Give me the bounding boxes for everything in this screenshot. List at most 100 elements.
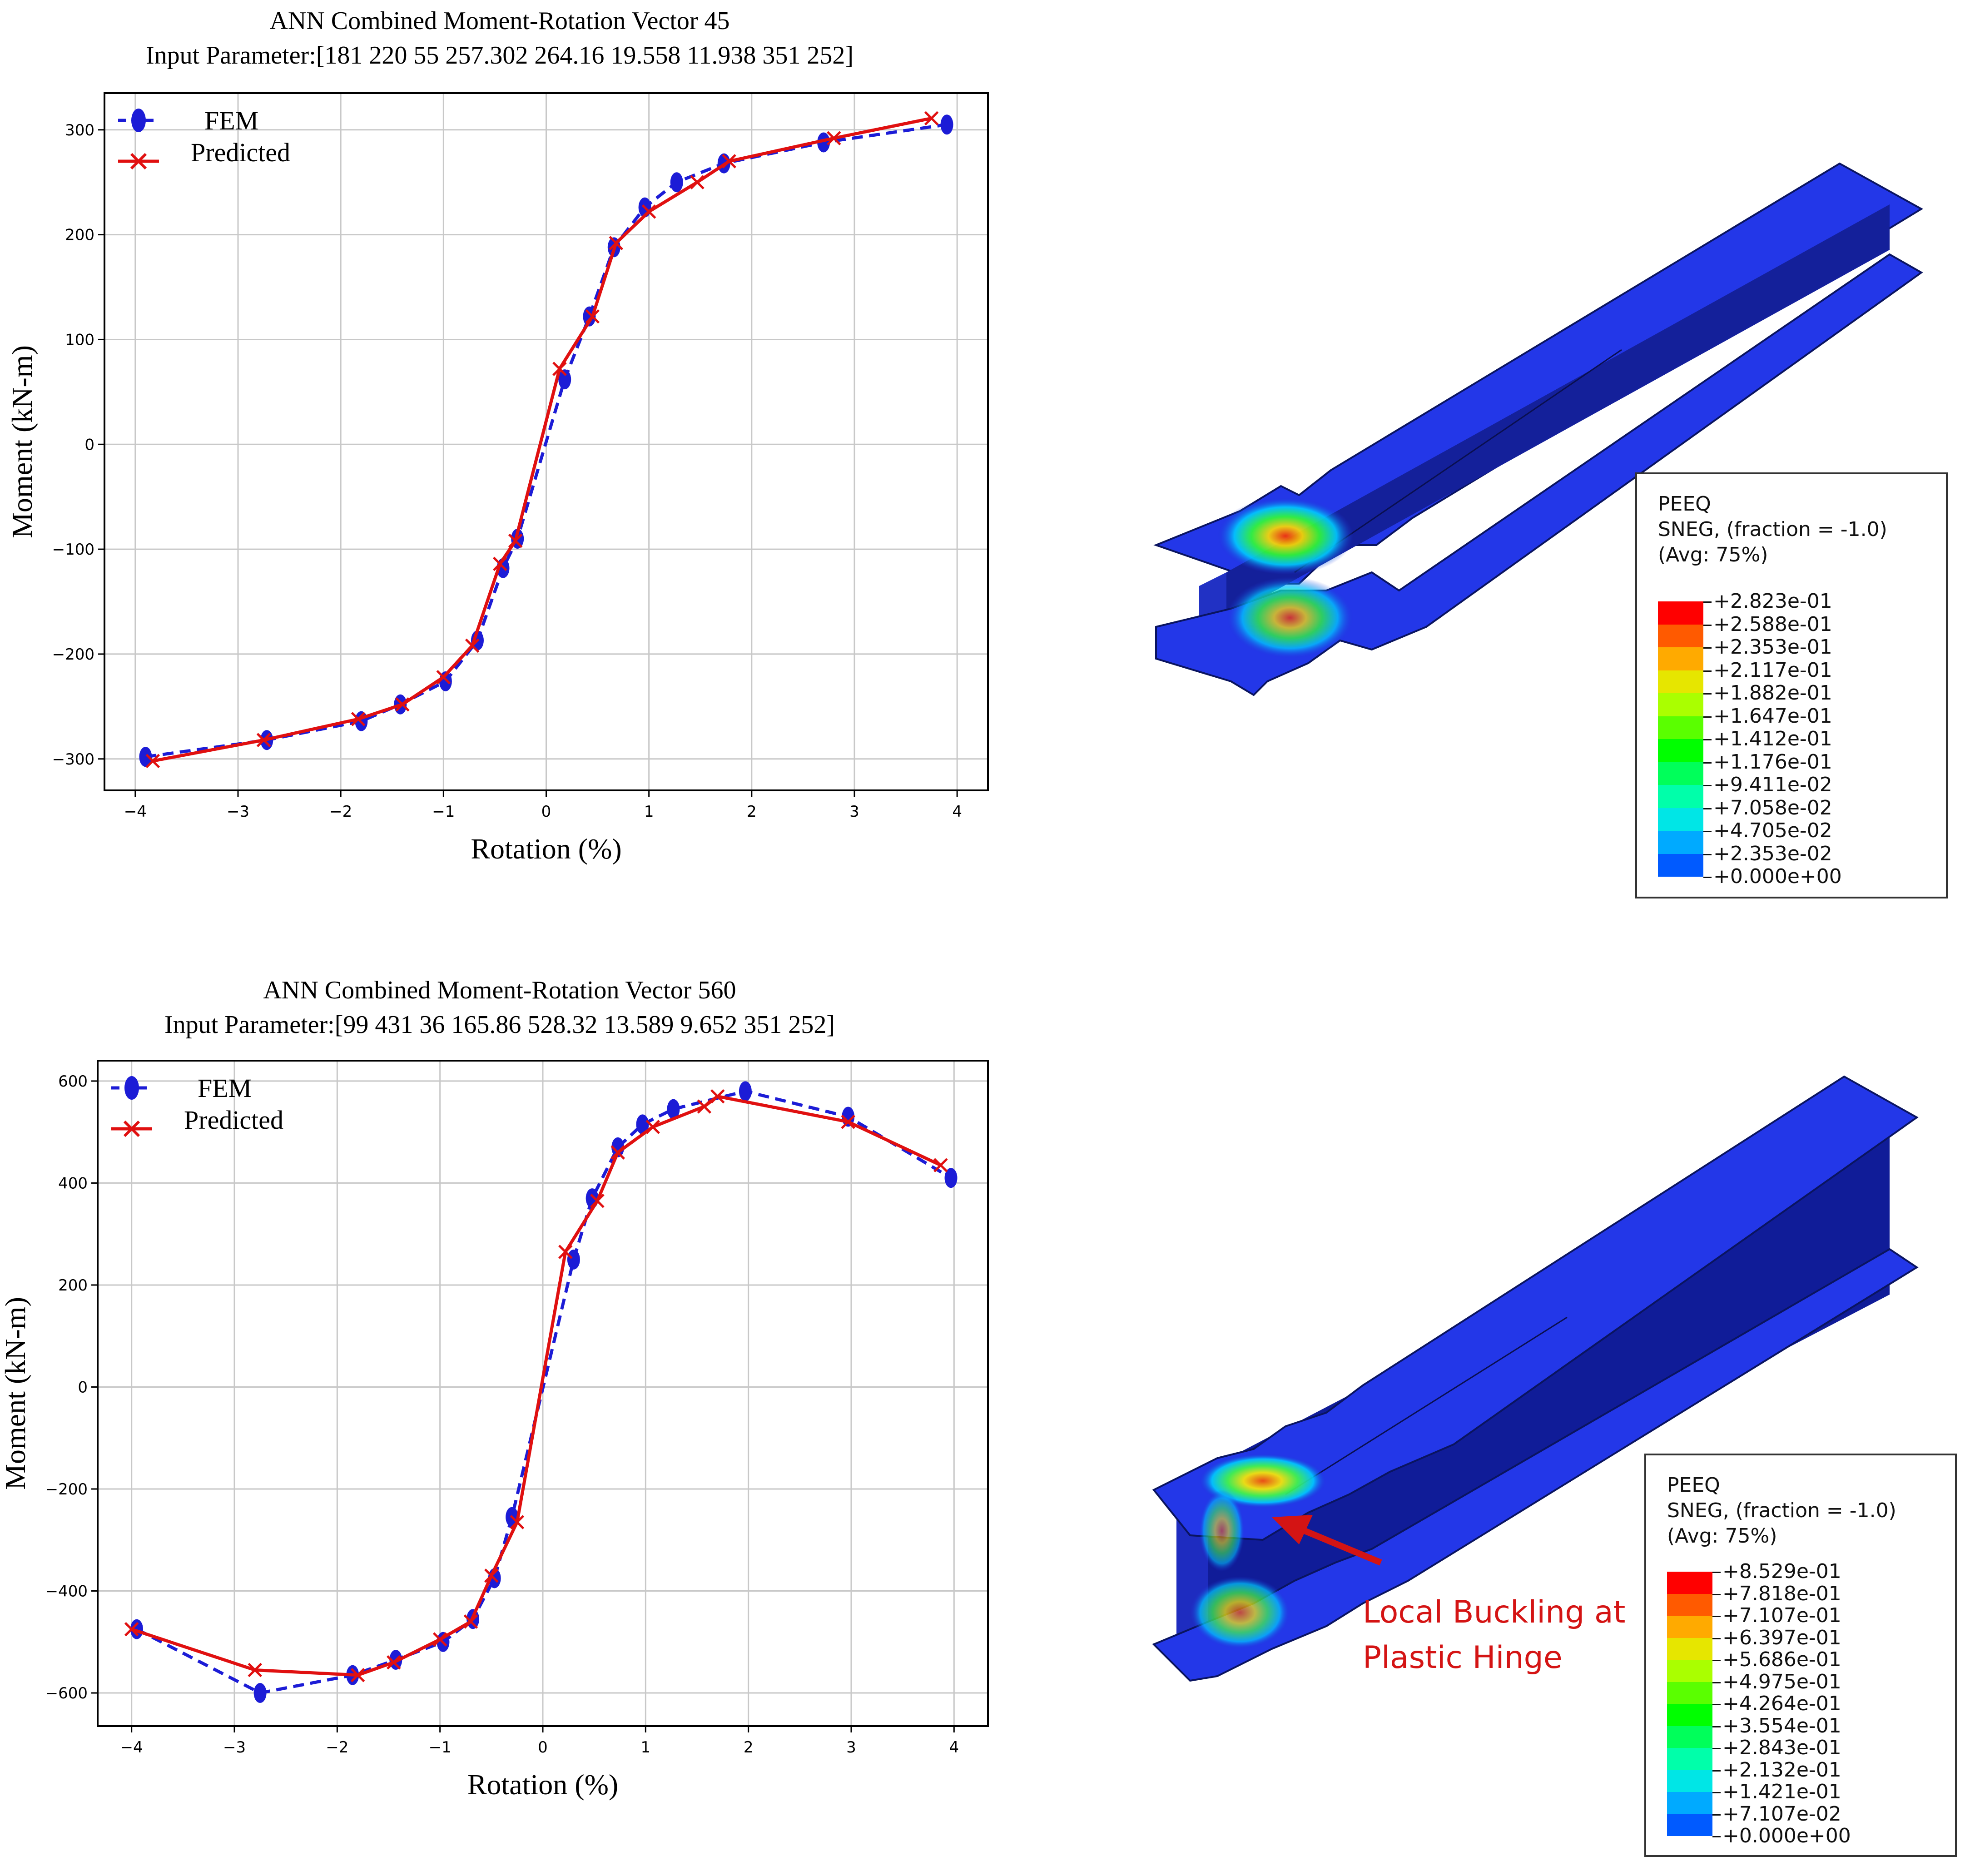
predicted-point xyxy=(350,1668,365,1682)
contour-legend-level: +0.000e+00 xyxy=(1713,865,1842,888)
chart-panel-2: ANN Combined Moment-Rotation Vector 560 … xyxy=(0,954,999,1862)
predicted-point xyxy=(124,1622,139,1637)
contour-legend-level: +4.705e-02 xyxy=(1713,819,1832,842)
contour-legend-level: +7.107e-01 xyxy=(1722,1604,1841,1627)
contour-legend-tick xyxy=(1703,877,1712,878)
predicted-point xyxy=(492,556,507,571)
contour-legend-swatch xyxy=(1658,693,1703,716)
chart-subtitle: Input Parameter:[99 431 36 165.86 528.32… xyxy=(164,1011,835,1039)
series-line-fem xyxy=(136,1089,952,1695)
fem-point xyxy=(139,747,152,767)
contour-legend-tick xyxy=(1703,716,1712,718)
contour-legend-swatch xyxy=(1667,1814,1712,1836)
contour-legend-header: SNEG, (fraction = -1.0) xyxy=(1658,518,1887,541)
predicted-point-stroke xyxy=(590,1193,605,1208)
fem-point xyxy=(558,369,571,390)
chart-title: ANN Combined Moment-Rotation Vector 560 xyxy=(263,976,736,1004)
y-axis-label: Moment (kN-m) xyxy=(6,345,38,538)
contour-legend-header: SNEG, (fraction = -1.0) xyxy=(1667,1499,1896,1522)
predicted-point xyxy=(508,533,523,548)
predicted-point xyxy=(641,204,656,219)
contour-legend-swatch xyxy=(1667,1572,1712,1594)
predicted-point-stroke xyxy=(697,1099,712,1114)
predicted-point-stroke xyxy=(585,309,600,324)
predicted-point-stroke xyxy=(558,1245,573,1259)
contour-legend-level: +1.176e-01 xyxy=(1713,750,1832,774)
contour-legend-header: PEEQ xyxy=(1658,492,1711,516)
contour-legend-tick xyxy=(1703,670,1712,672)
y-tick-label: −400 xyxy=(45,1583,88,1601)
annotation-text: Local Buckling at Plastic Hinge xyxy=(1363,1590,1625,1681)
fem-point xyxy=(130,1619,144,1639)
predicted-point-stroke xyxy=(350,1668,365,1682)
contour-legend-level: +2.353e-02 xyxy=(1713,842,1832,865)
plot-frame xyxy=(104,92,989,791)
buckling-zone-web-1 xyxy=(1199,1490,1245,1572)
contour-legend-tick xyxy=(1712,1726,1721,1727)
predicted-point xyxy=(826,131,841,146)
contour-legend-tick xyxy=(1703,647,1712,649)
y-tick-label: 200 xyxy=(58,1276,88,1295)
fe-beam-model-2 xyxy=(1152,1075,1919,1682)
contour-legend-level: +7.107e-02 xyxy=(1722,1802,1841,1826)
contour-legend-swatch xyxy=(1658,624,1703,647)
predicted-point xyxy=(248,1663,263,1677)
contour-legend-header: (Avg: 75%) xyxy=(1667,1524,1777,1548)
predicted-point-stroke xyxy=(924,111,939,126)
contour-legend-level: +7.058e-02 xyxy=(1713,796,1832,819)
y-tick-label: −200 xyxy=(52,645,94,664)
contour-legend-swatch xyxy=(1667,1704,1712,1726)
series-line-predicted xyxy=(152,116,932,763)
predicted-point-stroke xyxy=(710,1089,725,1104)
contour-legend-swatch xyxy=(1667,1638,1712,1660)
predicted-point xyxy=(645,1120,660,1134)
predicted-point xyxy=(558,1245,573,1259)
contour-legend-level: +1.882e-01 xyxy=(1713,681,1832,705)
contour-legend-tick xyxy=(1712,1704,1721,1705)
contour-legend-level: +0.000e+00 xyxy=(1722,1824,1851,1847)
predicted-point-stroke xyxy=(552,362,567,376)
annotation-arrow-shaft xyxy=(1298,1525,1382,1566)
fem-point xyxy=(636,1114,649,1135)
x-tick-label: 3 xyxy=(846,1738,856,1757)
contour-legend-swatch xyxy=(1658,831,1703,854)
fem-point xyxy=(567,1249,580,1270)
x-tick-label: −3 xyxy=(223,1738,246,1757)
predicted-point-stroke xyxy=(609,236,624,250)
predicted-point-stroke xyxy=(690,175,705,189)
contour-legend-swatch xyxy=(1667,1616,1712,1638)
contour-legend-tick xyxy=(1712,1836,1721,1837)
y-tick-label: 300 xyxy=(65,121,94,139)
fem-point xyxy=(253,1683,267,1703)
y-tick-label: 0 xyxy=(84,436,94,454)
contour-legend-swatch xyxy=(1658,647,1703,670)
contour-legend-tick xyxy=(1703,762,1712,764)
predicted-point-stroke xyxy=(248,1663,263,1677)
predicted-point-stroke xyxy=(124,1622,139,1637)
predicted-point-stroke xyxy=(933,1158,948,1172)
contour-legend-tick xyxy=(1712,1682,1721,1683)
predicted-point-stroke xyxy=(395,697,410,712)
predicted-point-stroke xyxy=(492,556,507,571)
web-line xyxy=(1285,1316,1568,1495)
fem-point xyxy=(611,1137,625,1157)
contour-legend-swatch xyxy=(1658,670,1703,693)
buckling-zone-web-2 xyxy=(1190,1576,1290,1649)
plot-frame xyxy=(97,1060,989,1727)
contour-legend-tick xyxy=(1712,1616,1721,1617)
predicted-point-stroke xyxy=(465,638,480,653)
x-tick-label: −4 xyxy=(124,803,147,821)
predicted-point xyxy=(510,1515,525,1529)
predicted-point xyxy=(590,1193,605,1208)
legend-marker-fem xyxy=(131,109,146,132)
chart-subtitle: Input Parameter:[181 220 55 257.302 264.… xyxy=(146,41,853,69)
contour-legend-tick xyxy=(1703,624,1712,626)
predicted-point-stroke xyxy=(484,1568,499,1583)
contour-legend-tick xyxy=(1712,1660,1721,1661)
x-axis-label: Rotation (%) xyxy=(467,1768,618,1801)
contour-legend-tick xyxy=(1712,1593,1721,1595)
contour-legend-swatch xyxy=(1667,1726,1712,1748)
contour-legend-tick xyxy=(1703,831,1712,832)
predicted-point-stroke xyxy=(463,1614,478,1629)
predicted-point xyxy=(436,670,451,685)
